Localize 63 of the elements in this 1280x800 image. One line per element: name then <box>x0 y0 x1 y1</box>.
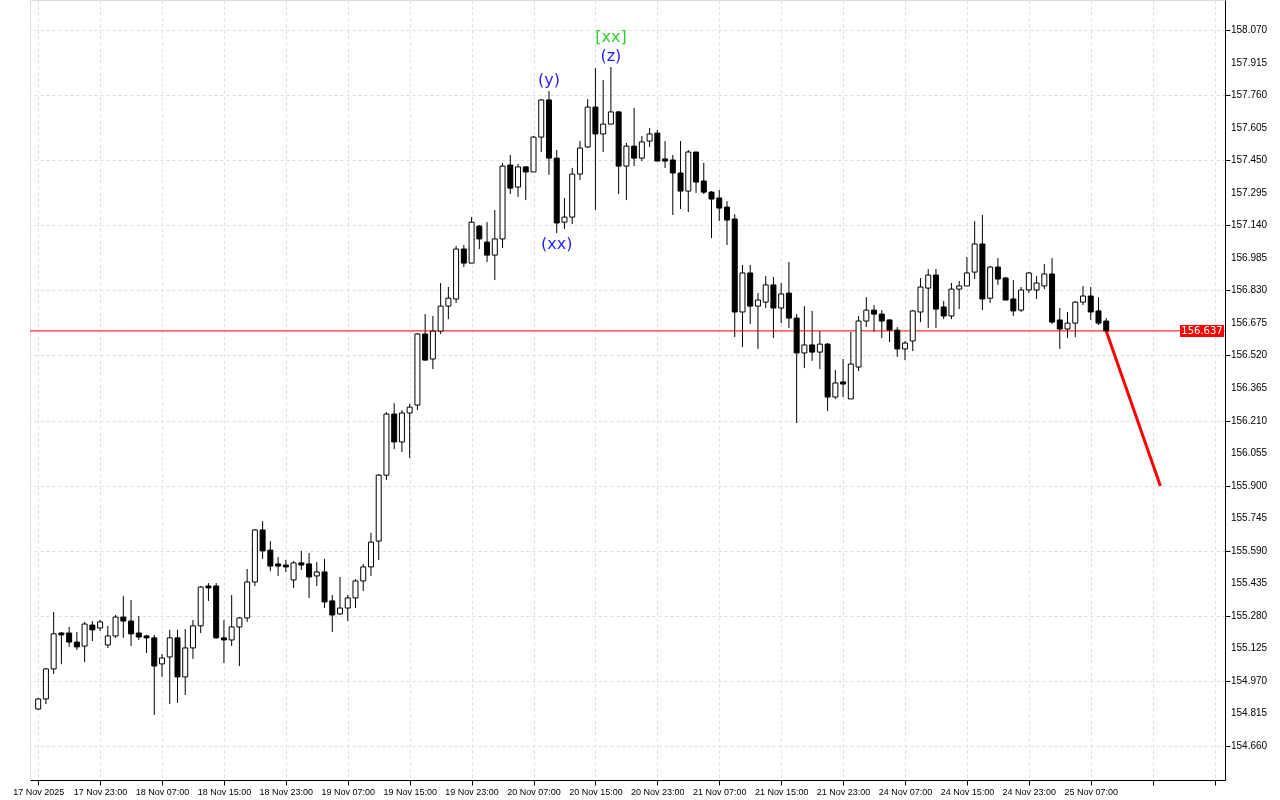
candlestick <box>754 292 761 350</box>
y-tick-label: 155.590 <box>1231 544 1268 556</box>
candlestick <box>515 163 522 198</box>
x-tick-label: 21 Nov 15:00 <box>754 786 809 797</box>
x-tick-label: 24 Nov 23:00 <box>1002 786 1057 797</box>
annotation: (xx) <box>541 234 573 254</box>
x-tick-label: 18 Nov 23:00 <box>259 786 314 797</box>
x-tick-label: 21 Nov 23:00 <box>816 786 871 797</box>
x-tick-label: 17 Nov 23:00 <box>73 786 128 797</box>
x-tick-label: 21 Nov 07:00 <box>692 786 747 797</box>
y-tick-label: 155.435 <box>1231 577 1268 589</box>
ref-line-label: 156.637 <box>1181 324 1223 336</box>
candlestick <box>723 200 730 246</box>
candlestick <box>128 599 135 647</box>
candlestick <box>220 619 227 664</box>
candlestick <box>662 140 669 169</box>
x-tick-label: 19 Nov 07:00 <box>321 786 376 797</box>
x-tick-label: 20 Nov 07:00 <box>507 786 561 797</box>
y-tick-label: 154.970 <box>1231 674 1268 686</box>
y-tick-label: 157.760 <box>1231 89 1268 101</box>
candlestick <box>159 653 166 678</box>
y-tick-label: 157.605 <box>1231 121 1268 133</box>
x-tick-label: 19 Nov 23:00 <box>445 786 499 797</box>
y-tick-label: 154.815 <box>1231 707 1268 719</box>
y-tick-label: 157.140 <box>1231 219 1268 231</box>
x-tick-label: 24 Nov 15:00 <box>940 786 995 797</box>
annotation: (z) <box>600 45 622 65</box>
y-tick-label: 156.210 <box>1231 414 1268 426</box>
y-tick-label: 157.295 <box>1231 186 1268 198</box>
y-tick-label: 156.365 <box>1231 382 1268 394</box>
candlestick <box>406 403 413 459</box>
y-tick-label: 156.055 <box>1231 447 1268 459</box>
x-tick-label: 20 Nov 23:00 <box>631 786 685 797</box>
candlestick <box>484 221 491 263</box>
y-tick-label: 156.520 <box>1231 349 1268 361</box>
candlestick <box>337 576 344 616</box>
y-tick-label: 158.070 <box>1231 24 1268 36</box>
y-tick-label: 155.125 <box>1231 642 1268 654</box>
x-tick-label: 19 Nov 15:00 <box>383 786 437 797</box>
y-tick-label: 156.830 <box>1231 284 1268 296</box>
x-tick-label: 18 Nov 15:00 <box>197 786 252 797</box>
annotation: [xx] <box>595 26 627 46</box>
y-tick-label: 157.450 <box>1231 154 1268 166</box>
x-tick-label: 24 Nov 07:00 <box>878 786 933 797</box>
x-tick-label: 25 Nov 07:00 <box>1064 786 1119 797</box>
candlestick <box>902 340 908 361</box>
y-tick-label: 155.745 <box>1231 512 1268 524</box>
y-tick-label: 157.915 <box>1231 56 1268 68</box>
y-tick-label: 154.660 <box>1231 739 1268 751</box>
y-tick-label: 155.280 <box>1231 609 1268 621</box>
candlestick <box>306 552 313 599</box>
x-tick-label: 18 Nov 07:00 <box>135 786 190 797</box>
candlestick <box>840 358 847 398</box>
candlestick <box>1080 285 1087 306</box>
x-tick-label: 20 Nov 15:00 <box>569 786 623 797</box>
candlestick <box>871 304 878 333</box>
y-tick-label: 156.985 <box>1231 251 1268 263</box>
y-tick-label: 156.675 <box>1231 316 1268 328</box>
candlestick <box>189 619 196 660</box>
x-tick-label: 17 Nov 2025 <box>13 786 65 797</box>
candlestick <box>963 256 970 287</box>
y-tick-label: 155.900 <box>1231 479 1268 491</box>
annotation: (y) <box>538 69 560 89</box>
